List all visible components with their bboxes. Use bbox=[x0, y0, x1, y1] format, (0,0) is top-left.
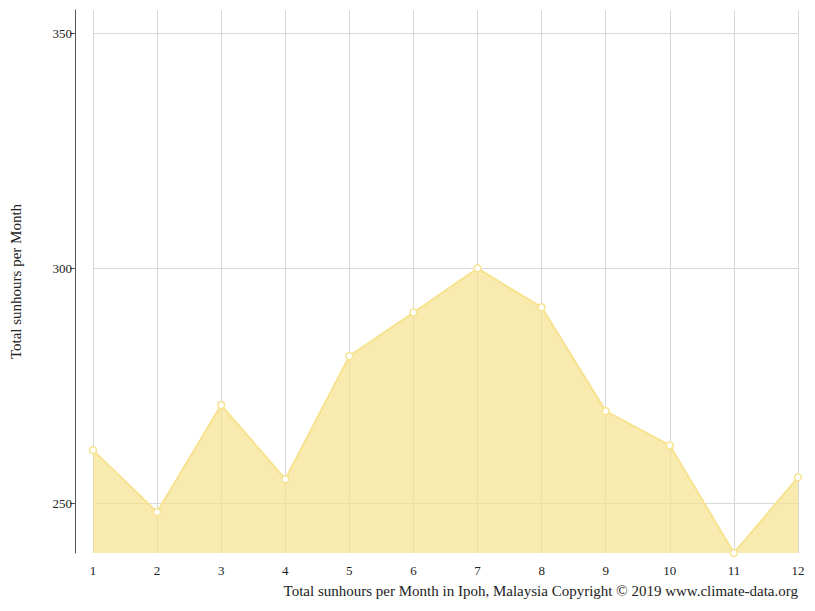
svg-text:250: 250 bbox=[53, 496, 73, 511]
svg-text:300: 300 bbox=[53, 261, 73, 276]
svg-text:3: 3 bbox=[218, 563, 225, 578]
svg-text:2: 2 bbox=[154, 563, 161, 578]
svg-text:350: 350 bbox=[53, 26, 73, 41]
svg-text:12: 12 bbox=[792, 563, 805, 578]
svg-text:Total sunhours per Month in Ip: Total sunhours per Month in Ipoh, Malays… bbox=[284, 583, 799, 599]
svg-text:5: 5 bbox=[346, 563, 353, 578]
svg-text:9: 9 bbox=[602, 563, 609, 578]
svg-text:6: 6 bbox=[410, 563, 417, 578]
svg-text:11: 11 bbox=[728, 563, 741, 578]
svg-text:4: 4 bbox=[282, 563, 289, 578]
svg-text:Total sunhours per Month: Total sunhours per Month bbox=[8, 203, 24, 359]
svg-text:10: 10 bbox=[663, 563, 676, 578]
svg-text:8: 8 bbox=[538, 563, 545, 578]
svg-text:7: 7 bbox=[474, 563, 481, 578]
svg-text:1: 1 bbox=[90, 563, 97, 578]
